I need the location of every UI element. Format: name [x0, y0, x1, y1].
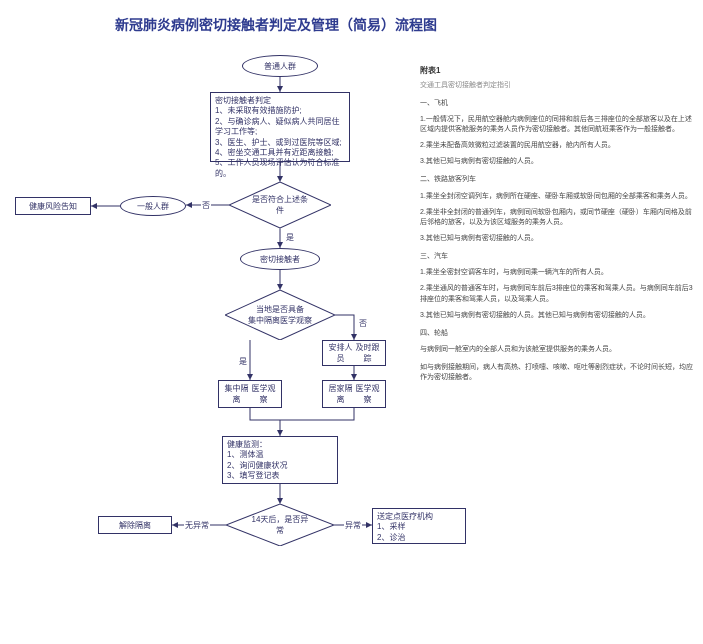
- node-general: 一般人群: [120, 196, 186, 216]
- appendix-header: 附表1: [420, 65, 695, 77]
- appendix-item: 2.乘坐通风的普通客车时，与病例同车前后3排座位的乘客和驾乘人员。与病例同车前后…: [420, 284, 695, 304]
- node-line: 4、密坐交通工具并有近距离接触;: [215, 148, 345, 158]
- node-line: 1、采样: [377, 522, 461, 532]
- node-line: 3、填写登记表: [227, 471, 333, 481]
- node-start: 普通人群: [242, 55, 318, 77]
- node-hospital: 送定点医疗机构1、采样2、诊治: [372, 508, 466, 544]
- node-release: 解除隔离: [98, 516, 172, 534]
- edge-label: 否: [358, 318, 368, 329]
- node-monitor: 健康监测：1、测体温2、询问健康状况3、填写登记表: [222, 436, 338, 484]
- appendix-note: 如与病例接触期间，病人有高热、打喷嚏、咳嗽、呕吐等剧烈症状，不论时间长短，均应作…: [420, 363, 695, 383]
- appendix-item: 1.一般情况下，民用航空器舱内病例座位的同排和前后各三排座位的全部旅客以及在上述…: [420, 115, 695, 135]
- node-line: 及时跟踪: [354, 342, 381, 364]
- node-line: 1、测体温: [227, 450, 333, 460]
- node-line: 3、医生、护士、或到过医院等区域;: [215, 138, 345, 148]
- appendix-section-h: 四、轮船: [420, 329, 695, 339]
- node-notify: 健康风险告知: [15, 197, 91, 215]
- node-line: 2、与确诊病人、疑似病人共同居住学习工作等;: [215, 117, 345, 138]
- appendix-section-h: 二、铁路旅客列车: [420, 175, 695, 185]
- node-criteria: 密切接触者判定1、未采取有效措施防护;2、与确诊病人、疑似病人共同居住学习工作等…: [210, 92, 350, 162]
- node-line: 送定点医疗机构: [377, 512, 461, 522]
- appendix-item: 3.其他已知与病例有密切接触的人员。: [420, 157, 695, 167]
- node-line: 安排人员: [327, 342, 354, 364]
- edge-label: 无异常: [184, 520, 210, 531]
- node-line: 密切接触者判定: [215, 96, 345, 106]
- node-line: 医学观察: [354, 383, 381, 405]
- node-line: 5、工作人员现场评估认为符合标准的。: [215, 158, 345, 179]
- node-close: 密切接触者: [240, 248, 320, 270]
- appendix-item: 3.其他已知与病例有密切接触的人员。: [420, 234, 695, 244]
- node-line: 2、询问健康状况: [227, 461, 333, 471]
- appendix-item: 1.乘坐全密封空调客车时，与病例同乘一辆汽车的所有人员。: [420, 268, 695, 278]
- appendix-item: 2.乘坐未配备高效微粒过滤装置的民用航空器，舱内所有人员。: [420, 141, 695, 151]
- edge-label: 是: [285, 232, 295, 243]
- node-line: 1、未采取有效措施防护;: [215, 106, 345, 116]
- appendix-section-h: 三、汽车: [420, 252, 695, 262]
- node-homeIso: 居家隔离医学观察: [322, 380, 386, 408]
- appendix-section-h: 一、飞机: [420, 99, 695, 109]
- node-line: 健康监测：: [227, 440, 333, 450]
- appendix-item: 2.乘坐非全封闭的普通列车，病例同间软卧包厢内，或同节硬座（硬卧）车厢内同格及前…: [420, 208, 695, 228]
- edge-label: 异常: [344, 520, 362, 531]
- node-line: 2、诊治: [377, 533, 461, 543]
- appendix-item: 1.乘坐全封闭空调列车，病例所在硬座、硬卧车厢或软卧同包厢的全部乘客和乘务人员。: [420, 192, 695, 202]
- appendix-panel: 附表1 交通工具密切接触者判定指引一、飞机 1.一般情况下，民用航空器舱内病例座位的…: [420, 65, 695, 389]
- appendix-item: 与病例同一舱室内的全部人员和为该舱室提供服务的乘务人员。: [420, 345, 695, 355]
- edge-label: 是: [238, 356, 248, 367]
- node-line: 医学观察: [250, 383, 277, 405]
- node-centIso: 集中隔离医学观察: [218, 380, 282, 408]
- edge-label: 否: [201, 200, 211, 211]
- node-line: 集中隔离: [223, 383, 250, 405]
- appendix-item: 3.其他已知与病例有密切接触的人员。其他已知与病例有密切接触的人员。: [420, 311, 695, 321]
- node-line: 居家隔离: [327, 383, 354, 405]
- node-track: 安排人员及时跟踪: [322, 340, 386, 366]
- appendix-subtitle: 交通工具密切接触者判定指引: [420, 81, 695, 91]
